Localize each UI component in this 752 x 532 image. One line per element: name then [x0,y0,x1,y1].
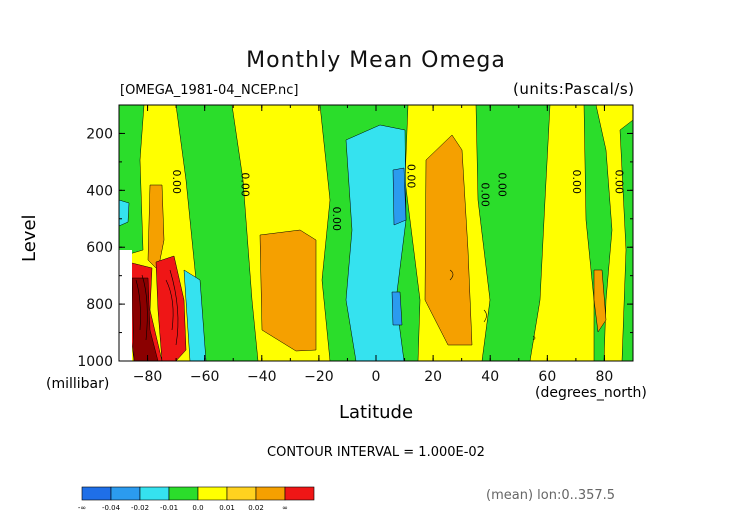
colorbar-swatch [139,486,170,501]
x-tick-label: 60 [538,369,556,385]
colorbar-label: -∞ [78,504,86,512]
y-axis-unit: (millibar) [46,376,110,392]
colorbar-swatch [81,486,112,501]
chart-title: Monthly Mean Omega [246,48,506,73]
colorbar-swatch [168,486,199,501]
colorbar-label: ∞ [282,504,288,512]
x-tick-label: 0 [372,369,381,385]
colorbar-label: -0.01 [160,504,178,512]
axis-tick-labels: −80 −60 −40 −20 0 20 40 60 80 200 400 600 800 1000 [77,126,613,385]
fill-cyan-60 [183,269,207,361]
contour-labels: 0.00 0.00 0.00 0.00 0.00 0.00 0.00 0.00 [170,164,626,231]
fill-orange-20 [424,134,473,346]
fill-green-40 [475,105,551,361]
fill-cyan-west [119,199,130,227]
contour-label: 0.00 [170,170,183,195]
fill-orange-80 [593,269,607,333]
contour-label: 0.00 [613,170,626,195]
fill-green-west [119,105,145,256]
x-tick-label: 80 [596,369,614,385]
colorbar-label: -0.02 [131,504,149,512]
contour-fills [119,105,633,361]
fill-green-80 [583,105,613,361]
fill-orange-west [147,184,165,271]
y-tick-label: 400 [86,183,113,199]
colorbar-label: -0.04 [102,504,121,512]
file-label: [OMEGA_1981-04_NCEP.nc] [120,83,299,98]
fill-missing [119,250,132,361]
contour-label: 0.00 [239,172,252,197]
colorbar-swatch [226,486,257,501]
y-tick-label: 1000 [77,354,113,370]
y-tick-label: 800 [86,297,113,313]
y-tick-label: 200 [86,126,113,142]
x-tick-label: −20 [304,369,334,385]
fill-cyan-0 [345,124,407,361]
contour-label: 0.00 [496,172,509,197]
colorbar-label: 0.01 [219,504,235,512]
mean-note: (mean) lon:0..357.5 [486,488,616,503]
colorbar: -∞ -0.04 -0.02 -0.01 0.0 0.01 0.02 ∞ [78,486,315,512]
axis-ticks [118,104,634,362]
contour-label: 0.00 [570,170,583,195]
y-tick-label: 600 [86,240,113,256]
contour-label: 0.00 [479,182,492,207]
x-tick-label: −40 [247,369,277,385]
fill-blue-2 [391,291,403,326]
x-axis-label: Latitude [338,402,414,423]
fill-green-band-60 [175,105,259,361]
units-label: (units:Pascal/s) [513,80,635,98]
colorbar-label: 0.0 [192,504,203,512]
x-tick-label: 40 [481,369,499,385]
contour-label: 0.00 [404,164,417,189]
contour-label: 0.00 [330,207,343,232]
x-axis-unit: (degrees_north) [535,385,647,401]
fill-orange-m30 [259,229,317,352]
contour-interval-text: CONTOUR INTERVAL = 1.000E-02 [267,445,485,460]
colorbar-swatch [110,486,141,501]
fill-darkred [131,277,159,361]
fill-green-east [619,119,633,361]
x-tick-label: −60 [190,369,220,385]
colorbar-swatch [197,486,228,501]
contour-lines [135,269,536,346]
colorbar-swatch [255,486,286,501]
colorbar-label: 0.02 [248,504,264,512]
x-tick-label: −80 [133,369,163,385]
colorbar-swatch [284,486,315,501]
x-tick-label: 20 [424,369,442,385]
fill-blue-1 [392,167,407,226]
fill-red-m75 [155,255,187,361]
